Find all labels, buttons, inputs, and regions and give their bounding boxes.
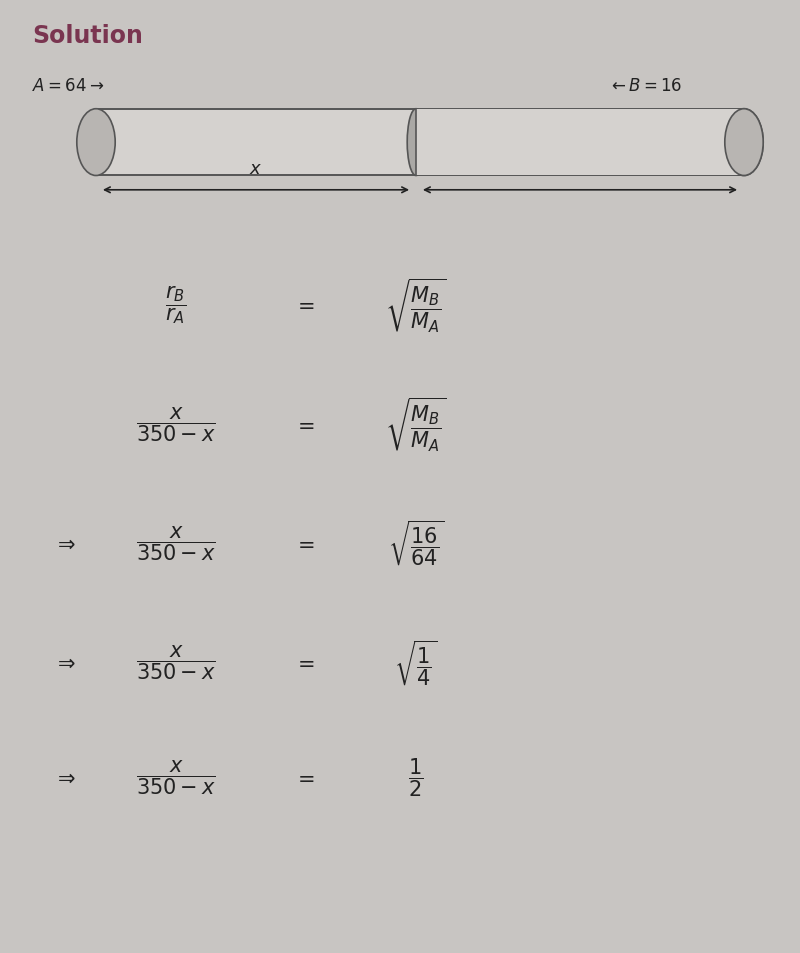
Text: $=$: $=$: [294, 415, 314, 434]
Text: $\dfrac{x}{350-x}$: $\dfrac{x}{350-x}$: [136, 524, 216, 562]
Text: $A = 64\rightarrow$: $A = 64\rightarrow$: [32, 77, 104, 94]
Text: $350-x$: $350-x$: [546, 160, 614, 178]
Bar: [96, 110, 744, 176]
Text: Solution: Solution: [32, 24, 143, 48]
Text: $\sqrt{\dfrac{M_B}{M_A}}$: $\sqrt{\dfrac{M_B}{M_A}}$: [386, 395, 446, 453]
Ellipse shape: [725, 110, 763, 176]
Text: $x$: $x$: [250, 160, 262, 178]
Bar: [416, 110, 744, 176]
Text: $\sqrt{\dfrac{M_B}{M_A}}$: $\sqrt{\dfrac{M_B}{M_A}}$: [386, 276, 446, 334]
Text: $\dfrac{1}{2}$: $\dfrac{1}{2}$: [408, 756, 424, 798]
Text: $\Rightarrow$: $\Rightarrow$: [53, 653, 75, 672]
Ellipse shape: [407, 110, 425, 176]
Text: $=$: $=$: [294, 653, 314, 672]
Text: $\dfrac{x}{350-x}$: $\dfrac{x}{350-x}$: [136, 758, 216, 796]
Text: $=$: $=$: [294, 295, 314, 314]
Text: $\dfrac{x}{350-x}$: $\dfrac{x}{350-x}$: [136, 643, 216, 681]
Text: $\sqrt{\dfrac{1}{4}}$: $\sqrt{\dfrac{1}{4}}$: [394, 638, 438, 687]
Text: $=$: $=$: [294, 534, 314, 553]
Text: $\leftarrow B = 16$: $\leftarrow B = 16$: [608, 77, 682, 94]
Text: $=$: $=$: [294, 767, 314, 786]
Text: $\dfrac{x}{350-x}$: $\dfrac{x}{350-x}$: [136, 405, 216, 443]
Ellipse shape: [77, 110, 115, 176]
Text: $\sqrt{\dfrac{16}{64}}$: $\sqrt{\dfrac{16}{64}}$: [388, 518, 444, 568]
Text: $\Rightarrow$: $\Rightarrow$: [53, 767, 75, 786]
Ellipse shape: [725, 110, 763, 176]
Text: $\dfrac{r_B}{r_A}$: $\dfrac{r_B}{r_A}$: [166, 284, 186, 326]
Text: $\Rightarrow$: $\Rightarrow$: [53, 534, 75, 553]
